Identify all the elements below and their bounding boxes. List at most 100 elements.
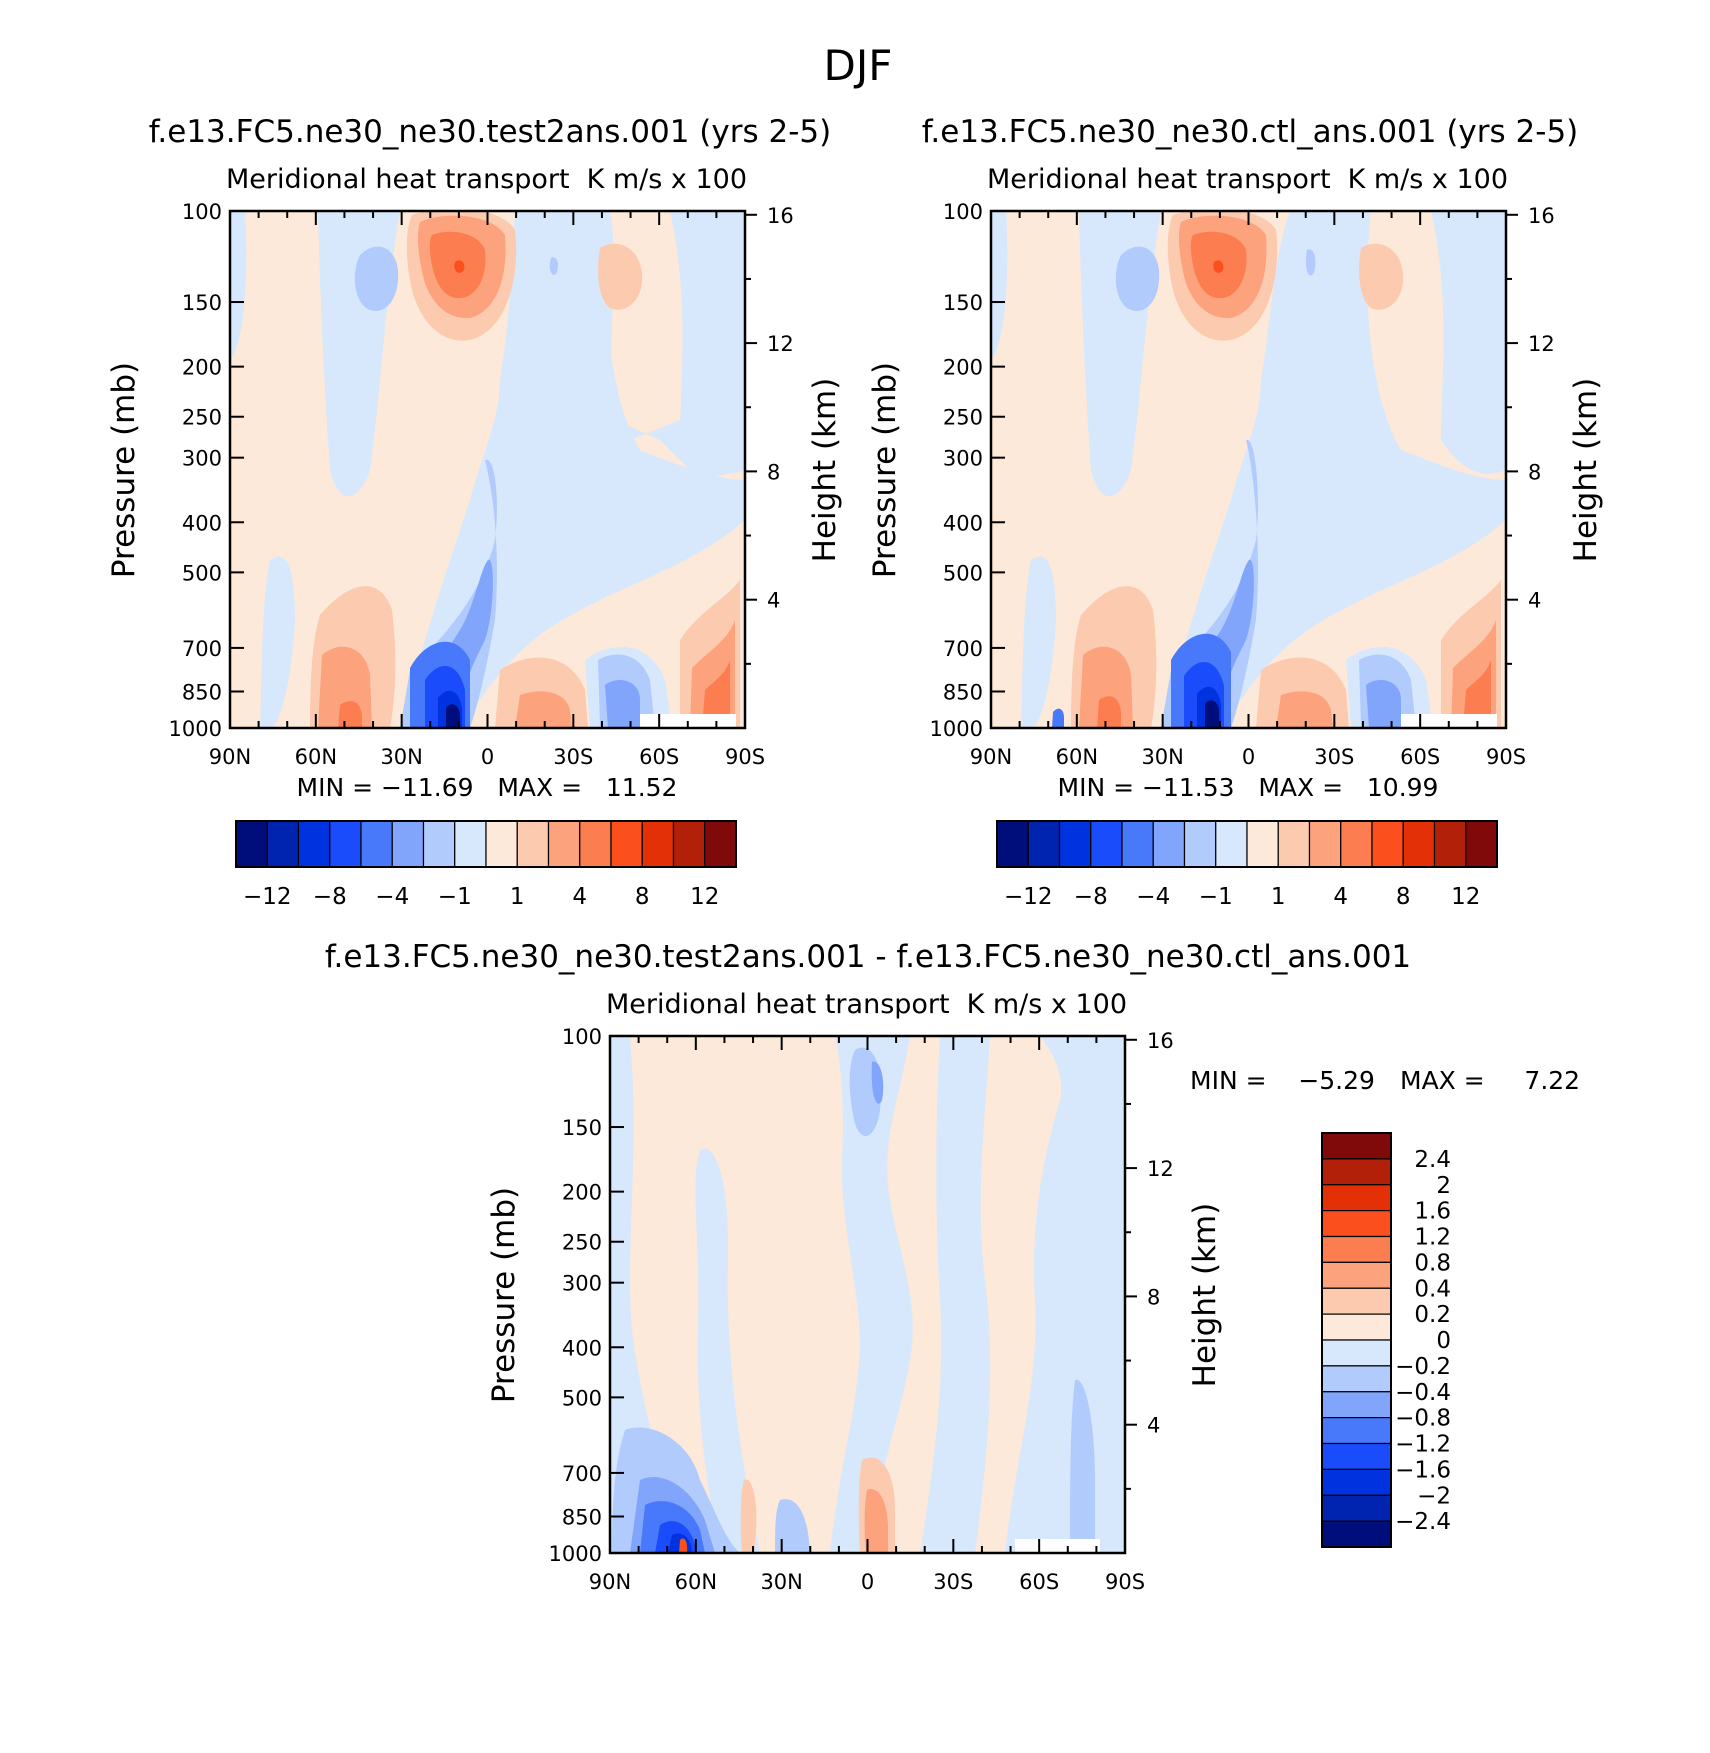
height-tick-label: 12 — [1528, 332, 1555, 356]
contour-fill-neg-region — [1361, 211, 1506, 474]
contour-fill-neg-12 — [1052, 708, 1064, 728]
panel-diff-contours — [610, 1036, 1125, 1553]
contour-fill-neg-2 — [549, 257, 559, 275]
panel-ctl-title: f.e13.FC5.ne30_ne30.ctl_ans.001 (yrs 2-5… — [922, 114, 1579, 150]
y-tick-label: 700 — [943, 637, 983, 661]
y-tick-label: 250 — [562, 1231, 602, 1255]
panel-ctl-contours — [991, 211, 1506, 728]
contour-fill-pos-6 — [702, 660, 730, 728]
contour-fill-pos-4 — [864, 1489, 888, 1553]
colorbar-swatch — [516, 820, 550, 868]
colorbar-swatch — [360, 820, 393, 868]
colorbar-frame — [235, 820, 737, 868]
colorbar-label: 1 — [1271, 884, 1286, 910]
contour-fill-neg-region — [230, 211, 247, 360]
colorbar-swatch — [1027, 820, 1061, 868]
x-tick-label: 90S — [1105, 1570, 1145, 1594]
colorbar-label: −8 — [313, 884, 347, 910]
colorbar-swatch — [1321, 1339, 1392, 1367]
colorbar-swatch — [1402, 820, 1436, 868]
panel-test-subtitle-left: Meridional heat transport — [226, 164, 570, 195]
y-tick-label: 850 — [562, 1506, 602, 1530]
y-tick-label: 850 — [943, 681, 983, 705]
colorbar-swatch — [391, 820, 425, 868]
x-tick-label: 0 — [1242, 745, 1255, 769]
panel-diff-stats-max: MAX = 7.22 — [1400, 1066, 1580, 1095]
colorbar-swatch — [1465, 820, 1498, 868]
panel-ctl-colorbar: −12 −8 −4 −1 1 4 8 12 — [996, 820, 1498, 910]
height-tick-label: 16 — [1147, 1029, 1174, 1053]
colorbar-swatch — [485, 820, 518, 868]
contour-fill-pos-2 — [1359, 243, 1404, 310]
height-tick-label: 4 — [1528, 589, 1541, 613]
colorbar-swatch — [1321, 1417, 1392, 1445]
colorbar-swatch — [1321, 1210, 1392, 1238]
colorbar-swatch — [329, 820, 362, 868]
colorbar-swatch — [422, 820, 456, 868]
colorbar-label: 12 — [690, 884, 719, 910]
panel-diff-axes: 90N 60N 30N 0 30S 60S 90S 100 150 200 250 300 400 500… — [549, 1025, 1174, 1594]
colorbar-swatch — [297, 820, 331, 868]
contour-fill-neg-band — [610, 1036, 680, 1553]
colorbar-swatch — [610, 820, 643, 868]
colorbar-swatch — [1321, 1184, 1392, 1212]
colorbar-swatch — [1321, 1132, 1392, 1160]
panel-test-subtitle-right: K m/s x 100 — [587, 164, 747, 195]
contour-fill-pos-2 — [740, 1479, 757, 1553]
colorbar-label: 4 — [1333, 884, 1348, 910]
height-tick-label: 4 — [1147, 1414, 1160, 1438]
y-tick-label: 500 — [182, 561, 222, 585]
colorbar-swatch — [1183, 820, 1217, 868]
contour-fill-pos-8 — [454, 260, 465, 273]
panel-diff-ylabel-right: Height (km) — [1187, 1203, 1223, 1388]
colorbar-swatch — [1058, 820, 1092, 868]
colorbar-swatch — [1308, 820, 1342, 868]
colorbar-swatch — [1321, 1261, 1392, 1289]
colorbar-swatch — [1090, 820, 1123, 868]
colorbar-label: 8 — [1396, 884, 1411, 910]
y-tick-label: 100 — [943, 200, 983, 224]
colorbar-label: 0.2 — [1414, 1302, 1451, 1328]
panel-diff: f.e13.FC5.ne30_ne30.test2ans.001 - f.e13… — [325, 939, 1580, 1594]
contour-fill-neg-band — [920, 1036, 991, 1553]
y-tick-label: 1000 — [549, 1542, 602, 1566]
x-tick-label: 60S — [1400, 745, 1440, 769]
panel-diff-title: f.e13.FC5.ne30_ne30.test2ans.001 - f.e13… — [325, 939, 1411, 975]
colorbar-swatch — [1321, 1391, 1392, 1419]
y-tick-label: 150 — [943, 291, 983, 315]
contour-fill-neg-region — [991, 211, 1008, 360]
y-tick-label: 400 — [562, 1336, 602, 1360]
y-tick-label: 300 — [182, 447, 222, 471]
y-tick-label: 100 — [182, 200, 222, 224]
height-tick-label: 8 — [767, 460, 780, 484]
y-tick-label: 150 — [562, 1116, 602, 1140]
panel-diff-colorbar: 2.421.61.20.80.40.20−0.2−0.4−0.8−1.2−1.6… — [1321, 1132, 1451, 1548]
contour-fill-pos-6 — [1097, 696, 1121, 728]
contour-fill-neg-region — [600, 211, 745, 474]
colorbar-label: −0.8 — [1395, 1406, 1451, 1432]
panel-test-colorbar: −12 −8 −4 −1 1 4 8 12 — [235, 820, 737, 910]
x-tick-label: 30N — [1141, 745, 1183, 769]
colorbar-swatch — [1277, 820, 1311, 868]
y-tick-label: 200 — [182, 356, 222, 380]
colorbar-swatch — [454, 820, 487, 868]
colorbar-swatch — [1321, 1468, 1392, 1496]
y-tick-label: 400 — [943, 511, 983, 535]
colorbar-swatch — [1321, 1235, 1392, 1263]
y-tick-label: 300 — [562, 1272, 602, 1296]
y-tick-label: 100 — [562, 1025, 602, 1049]
colorbar-swatch — [1246, 820, 1279, 868]
height-tick-label: 16 — [1528, 204, 1555, 228]
y-tick-label: 200 — [562, 1181, 602, 1205]
colorbar-label: −4 — [375, 884, 409, 910]
panel-diff-stats-min: MIN = −5.29 — [1190, 1066, 1375, 1095]
panel-test-ylabel-right: Height (km) — [807, 378, 843, 563]
y-tick-label: 250 — [182, 406, 222, 430]
y-tick-label: 1000 — [169, 717, 222, 741]
contour-fill-neg-band — [830, 1036, 913, 1553]
height-tick-label: 8 — [1528, 460, 1541, 484]
x-tick-label: 30N — [380, 745, 422, 769]
contour-fill-neg-4 — [1366, 680, 1401, 728]
contour-fill-pos-8 — [1213, 260, 1224, 273]
